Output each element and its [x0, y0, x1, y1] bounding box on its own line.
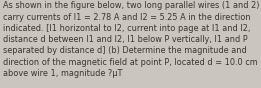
Text: As shown in the figure below, two long parallel wires (1 and 2)
carry currents o: As shown in the figure below, two long p…	[3, 1, 260, 78]
